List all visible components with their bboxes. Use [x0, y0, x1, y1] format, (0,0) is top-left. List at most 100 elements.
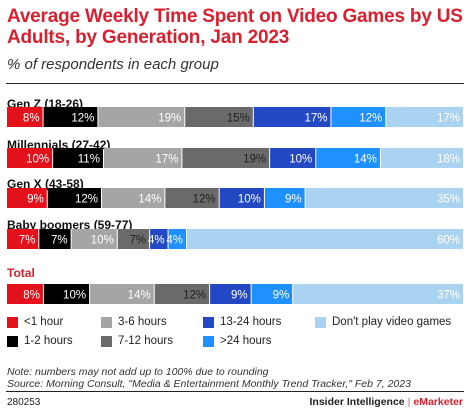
bar-segment-gen-x-43-58-1-hour	[7, 188, 47, 208]
category-label-total: Total	[7, 266, 35, 280]
data-label-total-1-hour: 8%	[23, 290, 40, 302]
chart-id: 280253	[7, 397, 41, 408]
data-label-gen-z-18-26-24-hours: 12%	[359, 113, 382, 125]
legend-swatch-1-2-hours	[7, 335, 18, 347]
bar-segment-gen-z-18-26-13-24-hours	[253, 107, 331, 127]
data-label-total-1-2-hours: 10%	[63, 290, 86, 302]
category-label-baby-boomers-59-77: Baby boomers (59-77)	[7, 218, 132, 232]
data-label-gen-x-43-58-13-24-hours: 10%	[238, 194, 261, 206]
bar-segment-gen-x-43-58-13-24-hours	[219, 188, 264, 208]
data-label-gen-z-18-26-1-hour: 8%	[23, 113, 40, 125]
data-label-millennials-27-42-1-hour: 10%	[26, 154, 49, 166]
legend-swatch-3-6-hours	[101, 316, 112, 328]
legend-item-1-2-hours: 1-2 hours	[7, 335, 73, 347]
data-label-gen-x-43-58-1-hour: 9%	[27, 194, 44, 206]
bar-segment-baby-boomers-59-77-13-24-hours	[150, 229, 168, 249]
brand-second: eMarketer	[413, 396, 463, 408]
chart-title: Average Weekly Time Spent on Video Games…	[7, 6, 463, 48]
bar-segment-gen-z-18-26-1-2-hours	[43, 107, 98, 127]
data-label-millennials-27-42-7-12-hours: 19%	[243, 154, 266, 166]
data-label-millennials-27-42-13-24-hours: 10%	[289, 154, 312, 166]
legend-item-3-6-hours: 3-6 hours	[101, 316, 167, 328]
data-label-millennials-27-42-24-hours: 14%	[354, 154, 377, 166]
bar-segment-total-1-hour	[7, 284, 43, 304]
legend-item-7-12-hours: 7-12 hours	[101, 335, 173, 347]
data-label-gen-z-18-26-don-t-play-video-games: 17%	[437, 113, 460, 125]
category-label-gen-x-43-58: Gen X (43-58)	[7, 177, 84, 191]
bar-segment-baby-boomers-59-77-7-12-hours	[117, 229, 150, 249]
legend-label-don-t-play-video-games: Don't play video games	[332, 316, 452, 328]
data-label-gen-x-43-58-3-6-hours: 14%	[138, 194, 161, 206]
legend-label-3-6-hours: 3-6 hours	[118, 316, 167, 328]
legend-label-24-hours: >24 hours	[220, 335, 272, 347]
data-label-gen-z-18-26-1-2-hours: 12%	[71, 113, 94, 125]
brand-logo: Insider Intelligence | eMarketer	[310, 396, 463, 408]
note-text: Note: numbers may not add up to 100% due…	[7, 366, 269, 378]
bar-segment-gen-z-18-26-7-12-hours	[185, 107, 253, 127]
data-label-millennials-27-42-don-t-play-video-games: 18%	[437, 154, 460, 166]
brand-main: Insider Intelligence	[309, 396, 405, 408]
chart-subtitle: % of respondents in each group	[7, 56, 219, 73]
bar-segment-total-3-6-hours	[90, 284, 154, 304]
legend-label-1-2-hours: 1-2 hours	[24, 335, 73, 347]
bar-segment-baby-boomers-59-77-1-hour	[7, 229, 39, 249]
data-label-baby-boomers-59-77-don-t-play-video-games: 60%	[437, 235, 460, 247]
legend-swatch-13-24-hours	[203, 316, 214, 328]
bar-segment-millennials-27-42-13-24-hours	[270, 148, 316, 168]
top-divider	[6, 83, 464, 84]
legend-item-13-24-hours: 13-24 hours	[203, 316, 281, 328]
data-label-baby-boomers-59-77-24-hours: 4%	[166, 235, 183, 247]
bar-segment-total-24-hours	[251, 284, 293, 304]
bar-segment-gen-z-18-26-24-hours	[331, 107, 386, 127]
data-label-total-3-6-hours: 14%	[128, 290, 151, 302]
data-label-gen-x-43-58-24-hours: 9%	[285, 194, 302, 206]
legend-label-13-24-hours: 13-24 hours	[220, 316, 282, 328]
bar-segment-gen-z-18-26-3-6-hours	[98, 107, 185, 127]
legend-swatch-7-12-hours	[101, 335, 112, 347]
legend-swatch-don-t-play-video-games	[315, 316, 326, 328]
bar-segment-baby-boomers-59-77-3-6-hours	[71, 229, 117, 249]
bar-segment-gen-x-43-58-3-6-hours	[102, 188, 165, 208]
bar-segment-total-1-2-hours	[43, 284, 90, 304]
data-label-millennials-27-42-3-6-hours: 17%	[155, 154, 178, 166]
bar-segment-total-7-12-hours	[154, 284, 210, 304]
bar-segment-total-don-t-play-video-games	[293, 284, 463, 304]
data-label-total-24-hours: 9%	[273, 290, 290, 302]
bar-segment-millennials-27-42-7-12-hours	[182, 148, 270, 168]
data-label-baby-boomers-59-77-1-hour: 7%	[19, 235, 36, 247]
legend-item-1-hour: <1 hour	[7, 316, 63, 328]
data-label-baby-boomers-59-77-13-24-hours: 4%	[148, 235, 165, 247]
data-label-baby-boomers-59-77-1-2-hours: 7%	[51, 235, 68, 247]
data-label-gen-x-43-58-don-t-play-video-games: 35%	[437, 194, 460, 206]
legend-item-24-hours: >24 hours	[203, 335, 271, 347]
data-label-gen-z-18-26-7-12-hours: 15%	[227, 113, 250, 125]
bar-segment-gen-x-43-58-don-t-play-video-games	[305, 188, 463, 208]
bar-segment-millennials-27-42-1-hour	[7, 148, 53, 168]
legend-swatch-24-hours	[203, 335, 214, 347]
bar-segment-gen-x-43-58-24-hours	[264, 188, 305, 208]
legend-swatch-1-hour	[7, 316, 18, 328]
bar-segment-gen-z-18-26-1-hour	[7, 107, 43, 127]
chart-legend: <1 hour 1-2 hours 3-6 hours 7-12 hours 13-24…	[7, 316, 467, 356]
source-text: Source: Morning Consult, "Media & Entert…	[7, 378, 411, 390]
legend-item-don-t-play-video-games: Don't play video games	[315, 316, 451, 328]
data-label-total-13-24-hours: 9%	[231, 290, 248, 302]
data-label-gen-x-43-58-7-12-hours: 12%	[193, 194, 216, 206]
data-label-baby-boomers-59-77-3-6-hours: 10%	[91, 235, 114, 247]
bar-segment-millennials-27-42-3-6-hours	[103, 148, 182, 168]
bar-segment-millennials-27-42-1-2-hours	[53, 148, 103, 168]
data-label-total-7-12-hours: 12%	[183, 290, 206, 302]
data-label-gen-x-43-58-1-2-hours: 12%	[75, 194, 98, 206]
data-label-gen-z-18-26-3-6-hours: 19%	[158, 113, 181, 125]
bar-segment-millennials-27-42-24-hours	[316, 148, 380, 168]
bar-segment-baby-boomers-59-77-24-hours	[168, 229, 187, 249]
bar-segment-gen-x-43-58-7-12-hours	[165, 188, 219, 208]
data-label-gen-z-18-26-13-24-hours: 17%	[304, 113, 327, 125]
data-label-total-don-t-play-video-games: 37%	[437, 290, 460, 302]
data-label-baby-boomers-59-77-7-12-hours: 7%	[129, 235, 146, 247]
legend-label-7-12-hours: 7-12 hours	[118, 335, 173, 347]
bottom-divider	[6, 391, 464, 392]
legend-label-1-hour: <1 hour	[24, 316, 64, 328]
bar-segment-total-13-24-hours	[210, 284, 251, 304]
